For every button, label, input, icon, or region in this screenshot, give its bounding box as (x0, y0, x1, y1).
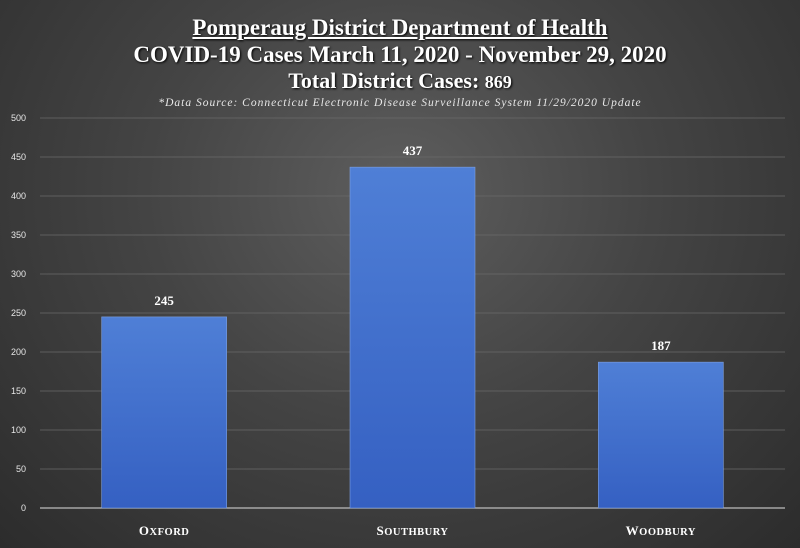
y-tick-label: 450 (11, 152, 26, 162)
y-tick-label: 350 (11, 230, 26, 240)
y-tick-label: 200 (11, 347, 26, 357)
data-label: 187 (651, 338, 671, 353)
chart-title: Pomperaug District Department of Health (192, 15, 608, 40)
labels: 0 50 100 150 200 250 300 350 400 450 500 245 OXFORD 4… (11, 113, 696, 538)
chart-titles: Pomperaug District Department of Health … (0, 14, 800, 111)
y-tick-label: 0 (21, 503, 26, 513)
chart-subtitle: COVID-19 Cases March 11, 2020 - November… (133, 42, 667, 67)
x-category-label: OXFORD (139, 523, 189, 538)
data-source-note: *Data Source: Connecticut Electronic Dis… (158, 97, 642, 109)
total-cases-line: Total District Cases: 869 (0, 68, 800, 95)
y-tick-label: 150 (11, 386, 26, 396)
bar-oxford (101, 316, 227, 509)
data-label: 437 (403, 143, 423, 158)
x-category-label: SOUTHBURY (376, 523, 448, 538)
bar-woodbury (598, 361, 724, 509)
x-category-label: WOODBURY (626, 523, 696, 538)
y-tick-label: 500 (11, 113, 26, 123)
y-tick-label: 50 (16, 464, 26, 474)
total-cases-value: 869 (484, 72, 512, 92)
data-label: 245 (154, 293, 174, 308)
y-tick-label: 100 (11, 425, 26, 435)
y-tick-label: 300 (11, 269, 26, 279)
y-tick-label: 400 (11, 191, 26, 201)
total-cases-label: Total District Cases: (288, 68, 480, 93)
bars (101, 166, 724, 509)
y-tick-label: 250 (11, 308, 26, 318)
bar-southbury (349, 166, 476, 509)
